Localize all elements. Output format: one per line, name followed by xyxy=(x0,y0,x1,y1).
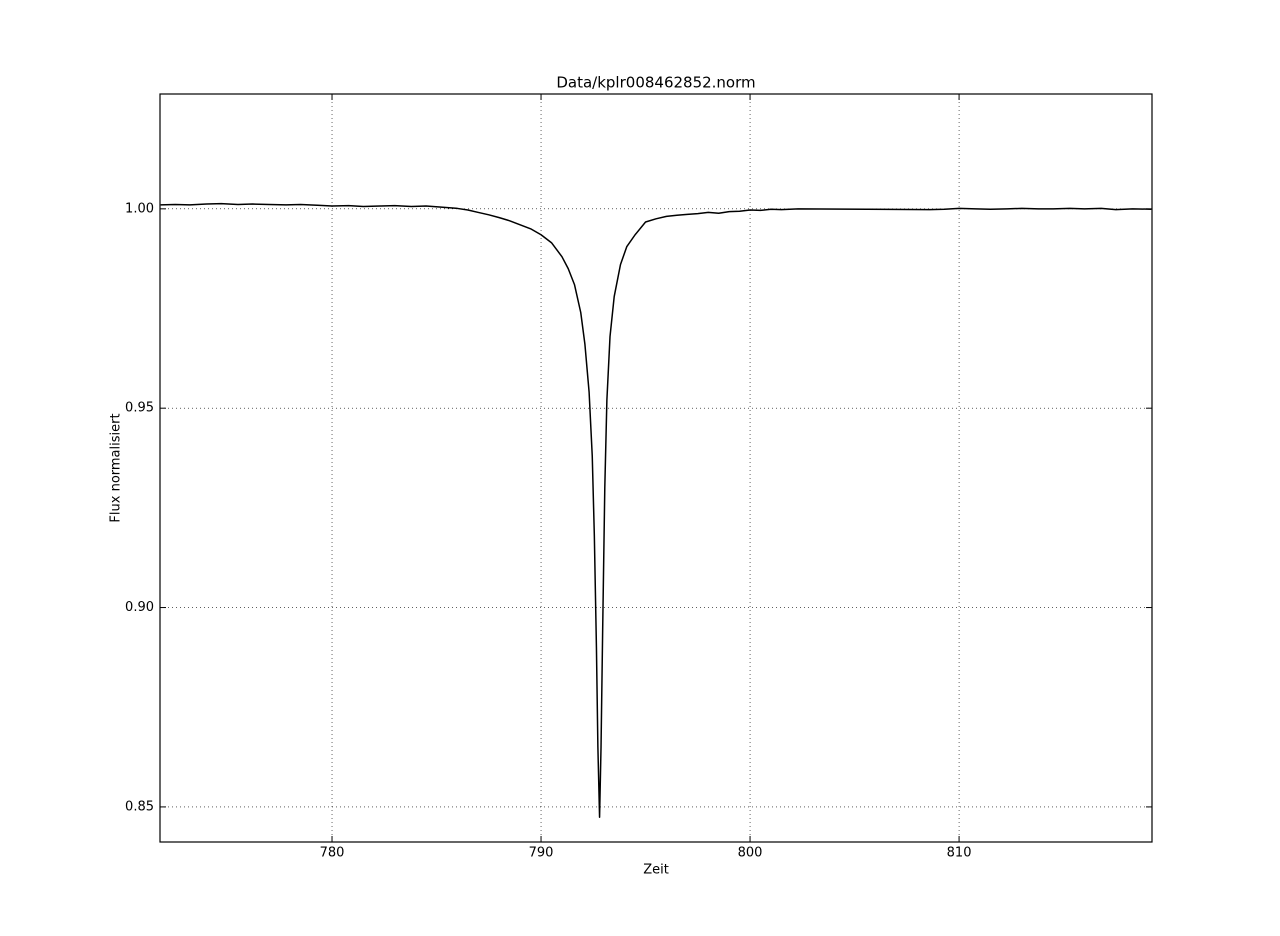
data-line xyxy=(160,202,1152,819)
plot-frame xyxy=(159,93,1153,843)
x-tick-label: 780 xyxy=(320,846,345,861)
y-tick-label: 0.95 xyxy=(125,401,154,416)
x-tick-label: 810 xyxy=(947,846,972,861)
x-tick-label: 800 xyxy=(738,846,763,861)
x-axis-label: Zeit xyxy=(643,863,669,878)
y-tick-label: 0.90 xyxy=(125,600,154,615)
chart-title: Data/kplr008462852.norm xyxy=(556,74,755,92)
x-tick-label: 790 xyxy=(529,846,554,861)
y-axis-label: Flux normalisiert xyxy=(109,413,124,522)
y-tick-label: 0.85 xyxy=(125,799,154,814)
y-tick-label: 1.00 xyxy=(125,201,154,216)
